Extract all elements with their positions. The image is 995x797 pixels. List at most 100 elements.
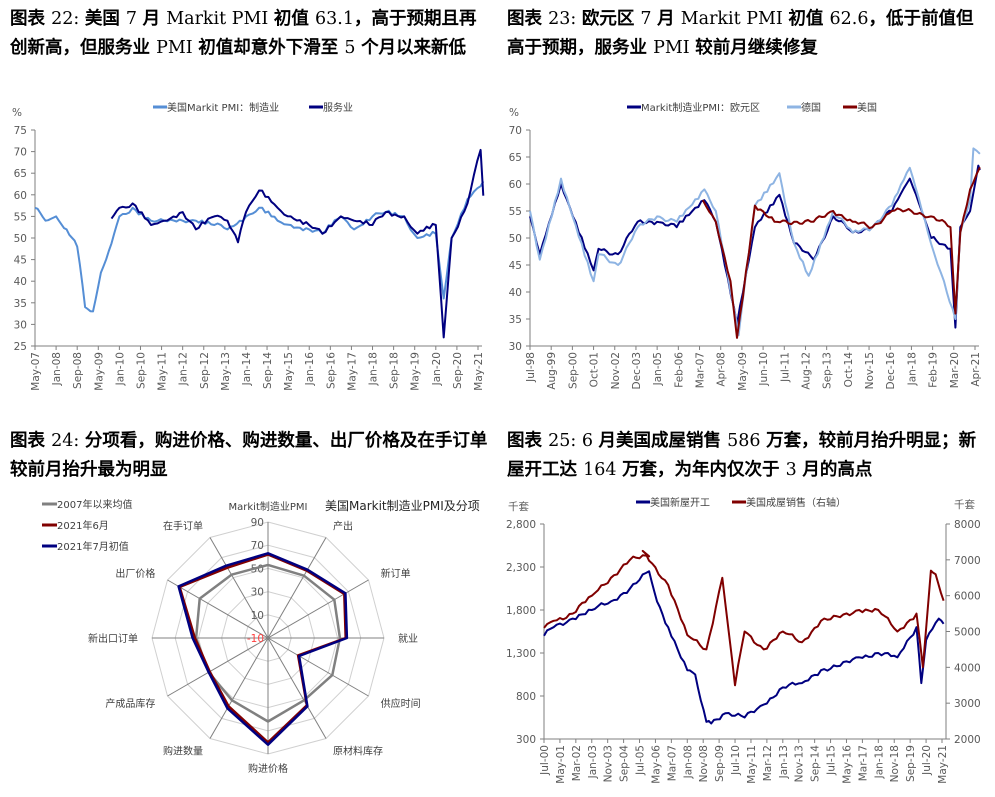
caption-text: 5 xyxy=(344,38,362,58)
caption-text: 月的高点 xyxy=(802,460,873,480)
y-tick-label: 30 xyxy=(14,319,27,331)
x-tick-label: Sep-12 xyxy=(199,352,211,389)
y-tick-label: 800 xyxy=(516,691,536,703)
caption-text: PMI xyxy=(653,38,696,58)
x-tick-label: Mar-02 xyxy=(571,745,583,781)
radar-tick-label: 70 xyxy=(251,540,264,552)
caption-text: 23: xyxy=(548,9,582,29)
y-tick-label: 65 xyxy=(509,152,522,164)
caption-text: 较前月继续修复 xyxy=(695,38,818,58)
x-tick-label: Jan-08 xyxy=(51,352,63,386)
radar-title: 美国Markit制造业PMI及分项 xyxy=(325,499,480,513)
y-tick-label: 1,800 xyxy=(506,605,536,617)
caption-text: 月美国成屋销售 xyxy=(598,431,728,451)
y-unit: % xyxy=(509,107,519,119)
series-line xyxy=(543,570,945,725)
legend-label: 2021年6月 xyxy=(57,519,109,532)
caption-text: 3 xyxy=(785,460,803,480)
caption-text: 欧元区 xyxy=(581,9,641,29)
caption-text: 月 xyxy=(657,9,681,29)
radar-axis-label: 在手订单 xyxy=(163,519,203,532)
radar-axis-label: 新订单 xyxy=(381,567,411,580)
series-line xyxy=(701,166,981,339)
x-tick-label: Sep-16 xyxy=(325,352,337,389)
x-tick-label: Dec-03 xyxy=(631,352,643,389)
x-tick-label: May-11 xyxy=(746,745,758,784)
y-tick-label: 55 xyxy=(14,211,27,223)
y-tick-label: 50 xyxy=(509,233,522,245)
x-tick-label: Sep-00 xyxy=(567,352,579,389)
radar-axis-label: 产出 xyxy=(333,519,353,532)
legend-label: 服务业 xyxy=(323,101,353,114)
x-tick-label: Mar-17 xyxy=(857,745,869,781)
x-tick-label: Jul-98 xyxy=(525,352,537,383)
radar-tick-label: 10 xyxy=(251,610,264,622)
radar-spoke xyxy=(267,537,327,639)
caption-text: PMI xyxy=(156,38,199,58)
x-tick-label: May-19 xyxy=(410,352,422,391)
y-tick-label-right: 4000 xyxy=(954,662,981,674)
y-tick-label: 1,300 xyxy=(506,648,536,660)
x-tick-label: Jan-14 xyxy=(241,352,253,387)
x-tick-label: Sep-04 xyxy=(619,745,631,782)
x-tick-label: May-15 xyxy=(283,352,295,391)
radar-axis-label: 原材料库存 xyxy=(333,745,383,758)
x-tick-label: May-09 xyxy=(737,352,749,391)
series-line xyxy=(529,164,981,329)
caption-text: 图表 xyxy=(10,431,52,451)
y-tick-label-right: 6000 xyxy=(954,591,981,603)
y-tick-label: 45 xyxy=(14,255,27,267)
legend-label: 德国 xyxy=(801,101,821,114)
x-tick-label: Sep-20 xyxy=(452,352,464,389)
x-tick-label: Sep-14 xyxy=(810,745,822,782)
y-tick-label: 40 xyxy=(14,276,27,288)
x-tick-label: Dec-16 xyxy=(885,352,897,390)
radar-spoke xyxy=(167,579,269,639)
y-tick-label: 300 xyxy=(516,734,536,746)
y-tick-label: 35 xyxy=(509,314,522,326)
caption-text: 美国 xyxy=(84,9,126,29)
x-tick-label: Jan-08 xyxy=(682,745,694,779)
series-line xyxy=(543,549,945,687)
x-tick-label: Jul-05 xyxy=(635,745,647,776)
caption-text: 图表 xyxy=(507,431,549,451)
y-unit-right: 千套 xyxy=(954,498,975,511)
radar-tick-label: -10 xyxy=(247,633,264,645)
caption-text: 万套，较前月抬升明显；新屋开工达 xyxy=(507,431,977,480)
figure-23-caption: 图表 23: 欧元区 7 月 Markit PMI 初值 62.6，低于前值但高… xyxy=(507,5,987,63)
caption-text: 63.1 xyxy=(315,9,354,29)
x-tick-label: Jul-11 xyxy=(779,352,791,383)
y-tick-label: 75 xyxy=(14,125,27,137)
caption-text: 7 xyxy=(640,9,658,29)
x-tick-label: Jan-12 xyxy=(178,352,190,386)
y-tick-label: 30 xyxy=(509,341,522,353)
x-tick-label: May-06 xyxy=(650,745,662,784)
x-tick-label: Jan-18 xyxy=(906,352,918,386)
figure-25-chart: 2,800 2,300 1,800 1,300 800 300 8000 7000 6000 50… xyxy=(506,496,981,784)
x-tick-label: Apr-08 xyxy=(716,352,728,387)
y-tick-label-right: 2000 xyxy=(954,734,981,746)
caption-text: 图表 xyxy=(10,9,52,29)
figure-22-caption: 图表 22: 美国 7 月 Markit PMI 初值 63.1，高于预期且再创… xyxy=(10,5,490,63)
caption-text: 22: xyxy=(51,9,85,29)
radar-axis-label: 产成品库存 xyxy=(105,697,155,710)
radar-axis-label: 就业 xyxy=(398,632,418,645)
x-tick-label: May-16 xyxy=(841,745,853,784)
legend-label: 美国新屋开工 xyxy=(650,496,710,509)
caption-text: 25: 6 xyxy=(548,431,599,451)
x-tick-label: May-17 xyxy=(346,352,358,391)
caption-text: 初值 xyxy=(273,9,315,29)
x-tick-label: Jan-03 xyxy=(587,745,599,779)
y-tick-label: 60 xyxy=(509,179,522,191)
x-tick-label: Jan-20 xyxy=(431,352,443,386)
x-tick-label: Sep-09 xyxy=(714,745,726,782)
y-tick-label: 40 xyxy=(509,287,522,299)
figure-24-caption: 图表 24: 分项看，购进价格、购进数量、出厂价格及在手订单较前月抬升最为明显 xyxy=(10,427,490,485)
x-tick-label: May-11 xyxy=(157,352,169,391)
y-tick-label: 25 xyxy=(14,341,27,353)
y-unit: 千套 xyxy=(508,500,529,513)
y-tick-label: 65 xyxy=(14,168,27,180)
caption-text: ，高于预期且再创新高，但服务业 xyxy=(10,9,477,58)
radar-axis-label: 出厂价格 xyxy=(115,567,155,580)
